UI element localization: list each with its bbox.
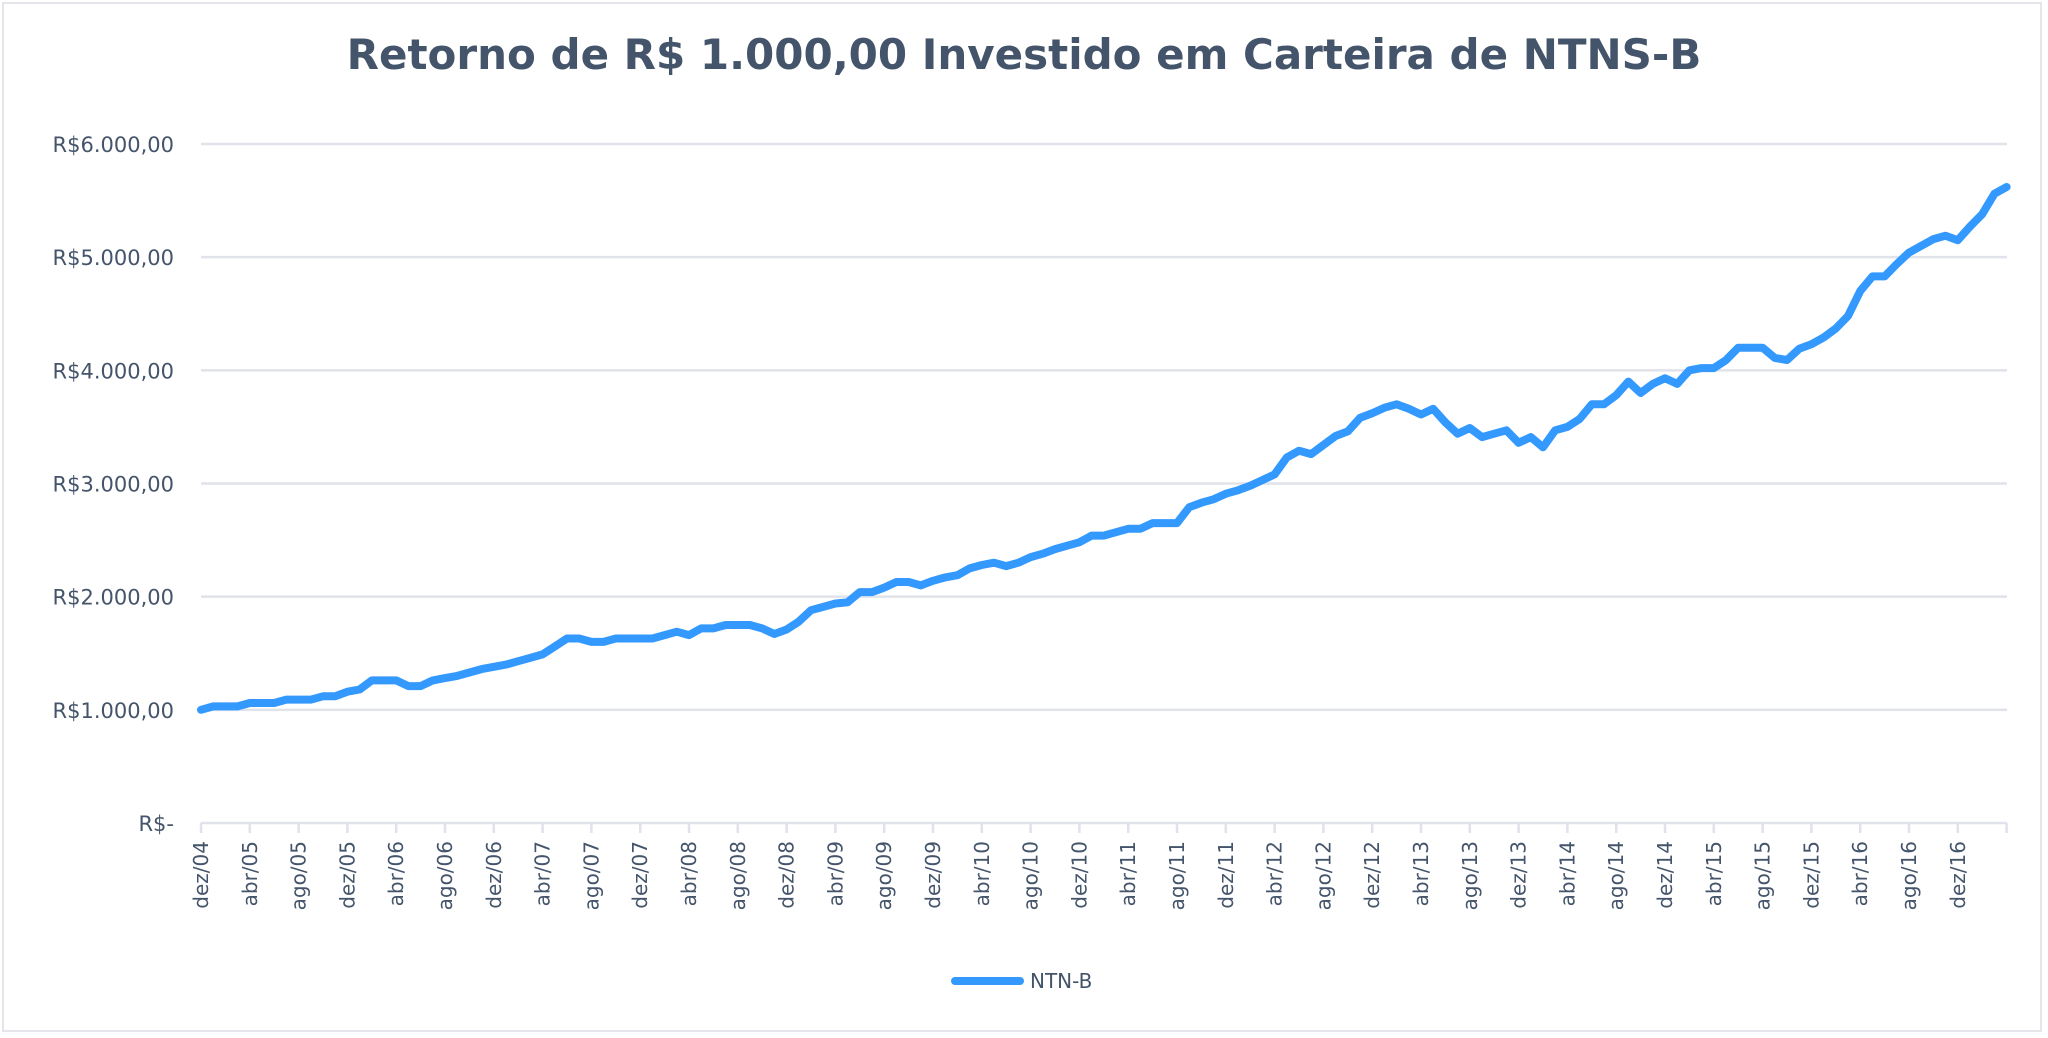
x-tick-label: dez/10	[1067, 841, 1091, 909]
legend-label-ntn-b: NTN-B	[1030, 969, 1092, 993]
x-tick-label: abr/08	[677, 841, 701, 906]
x-tick-label: abr/12	[1263, 841, 1287, 906]
x-tick-label: abr/07	[531, 841, 555, 906]
x-tick-label: abr/14	[1555, 841, 1579, 906]
x-tick-label: dez/15	[1799, 841, 1823, 909]
x-tick-label: abr/11	[1116, 841, 1140, 906]
y-tick-label: R$4.000,00	[53, 359, 174, 383]
x-tick-label: dez/16	[1946, 841, 1970, 909]
x-tick-label: dez/06	[482, 841, 506, 909]
x-tick-label: abr/10	[970, 841, 994, 906]
series-layer	[197, 183, 2011, 714]
x-tick-label: ago/08	[726, 841, 750, 910]
x-tick-label: ago/06	[433, 841, 457, 910]
x-tick-label: ago/12	[1311, 841, 1335, 910]
y-tick-label: R$5.000,00	[53, 246, 174, 270]
x-tick-label: dez/14	[1653, 841, 1677, 909]
x-tick-label: dez/07	[628, 841, 652, 909]
x-tick-label: ago/15	[1751, 841, 1775, 910]
x-tick-label: abr/05	[238, 841, 262, 906]
y-tick-label: R$2.000,00	[53, 586, 174, 610]
x-tick-label: dez/05	[335, 841, 359, 909]
x-tick-label: abr/13	[1409, 841, 1433, 906]
x-tick-label: abr/06	[384, 841, 408, 906]
x-tick-label: dez/08	[775, 841, 799, 909]
x-tick-label: ago/16	[1897, 841, 1921, 910]
x-tick-label: ago/13	[1458, 841, 1482, 910]
x-tick-label: dez/11	[1214, 841, 1238, 909]
x-tick-label: dez/04	[189, 841, 213, 909]
y-tick-label: R$3.000,00	[53, 473, 174, 497]
x-tick-label: ago/05	[287, 841, 311, 910]
x-tick-label: ago/14	[1604, 841, 1628, 910]
x-tick-label: abr/09	[823, 841, 847, 906]
chart-title: Retorno de R$ 1.000,00 Investido em Cart…	[346, 30, 1702, 79]
y-tick-label: R$-	[138, 812, 174, 836]
legend: NTN-B	[951, 969, 1092, 993]
series-line-ntn-b	[197, 183, 2011, 714]
y-tick-label: R$1.000,00	[53, 699, 174, 723]
x-tick-label: abr/15	[1702, 841, 1726, 906]
x-tick-label: dez/09	[921, 841, 945, 909]
x-tick-label: dez/12	[1360, 841, 1384, 909]
x-tick-label: ago/07	[579, 841, 603, 910]
x-tick-label: ago/10	[1019, 841, 1043, 910]
y-axis: R$- R$1.000,00 R$2.000,00 R$3.000,00 R$4.000…	[53, 133, 174, 836]
x-axis: dez/04 abr/05 ago/05 dez/05 abr/06 ago/06 dez/…	[189, 821, 2008, 910]
x-tick-label: ago/11	[1165, 841, 1189, 910]
x-tick-label: ago/09	[872, 841, 896, 910]
x-tick-label: dez/13	[1507, 841, 1531, 909]
x-tick-label: abr/16	[1848, 841, 1872, 906]
y-tick-label: R$6.000,00	[53, 133, 174, 157]
gridlines	[201, 142, 2007, 712]
